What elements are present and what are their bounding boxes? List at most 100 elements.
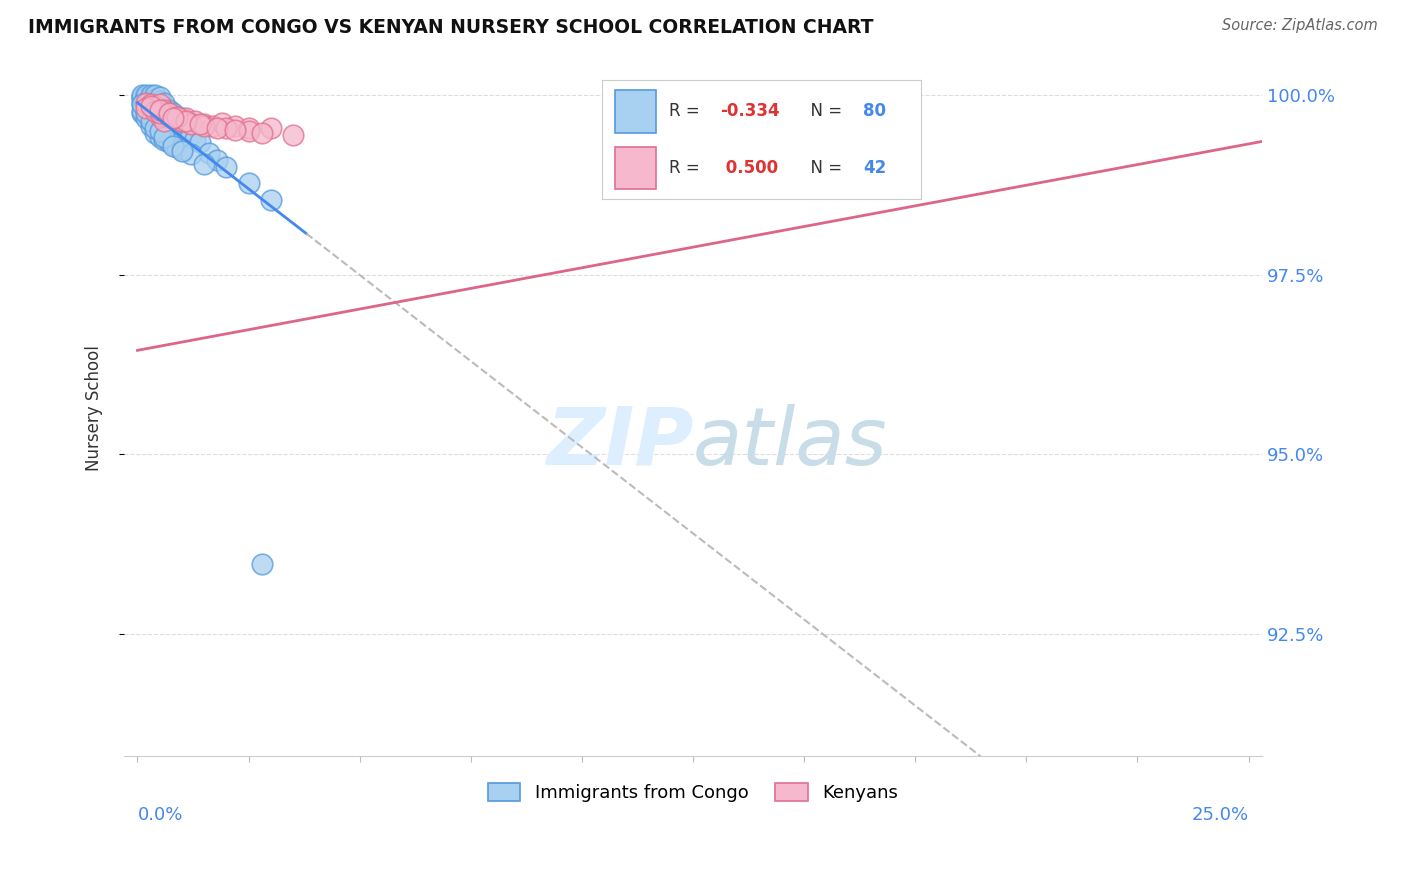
Point [157,109,180,123]
Point [260,120,283,135]
Point [135,90,157,104]
Point [139,104,162,119]
Point [153,106,176,120]
Y-axis label: Nursery School: Nursery School [86,345,103,471]
Point [149,103,172,117]
Point [157,103,180,117]
Point [162,117,184,131]
Point [202,119,225,133]
Point [224,119,246,133]
Point [143,99,166,113]
Point [157,106,180,120]
Point [131,104,153,119]
Point [135,112,157,126]
Point [157,106,180,120]
Point [149,130,172,145]
Point [170,119,193,133]
Text: Source: ZipAtlas.com: Source: ZipAtlas.com [1222,18,1378,33]
Point [238,176,260,190]
Point [149,94,172,108]
Point [260,193,283,207]
Point [139,119,162,133]
Point [149,90,172,104]
Point [143,99,166,113]
Point [139,99,162,113]
Point [143,126,166,140]
Point [149,109,172,123]
Point [135,99,157,113]
Point [143,92,166,106]
Point [149,110,172,124]
Point [193,119,215,133]
Point [166,116,188,130]
Point [143,112,166,126]
Point [170,142,193,156]
Point [184,131,207,145]
Point [153,133,176,147]
Point [157,135,180,149]
Point [131,88,153,103]
Point [131,92,153,106]
Point [224,123,246,137]
Point [166,140,188,154]
Point [139,113,162,128]
Point [281,128,304,142]
Point [149,124,172,138]
Point [166,112,188,126]
Text: ZIP: ZIP [546,403,693,482]
Point [207,153,229,167]
Point [211,116,233,130]
Point [131,97,153,112]
Point [143,88,166,103]
Point [197,145,219,160]
Point [139,90,162,104]
Point [149,97,172,112]
Point [238,120,260,135]
Point [139,92,162,106]
Text: 25.0%: 25.0% [1191,806,1249,824]
Point [162,137,184,152]
Point [188,117,211,131]
Point [162,112,184,126]
Point [139,97,162,112]
Point [170,113,193,128]
Point [162,106,184,120]
Point [184,113,207,128]
Point [143,95,166,110]
Point [180,116,202,130]
Point [143,102,166,116]
Point [250,126,273,140]
Point [135,97,157,112]
Point [162,110,184,124]
Point [193,117,215,131]
Point [153,103,176,117]
Point [135,102,157,116]
Point [143,112,166,126]
Point [157,113,180,128]
Point [143,120,166,135]
Point [143,104,166,119]
Point [170,145,193,159]
Point [215,161,238,175]
Point [176,112,198,126]
Point [135,95,157,110]
Point [149,99,172,113]
Point [149,117,172,131]
Point [162,112,184,126]
Point [157,109,180,123]
Point [153,120,176,135]
Point [135,106,157,120]
Point [139,97,162,112]
Point [215,120,238,135]
Point [170,113,193,128]
Point [166,110,188,124]
Point [238,124,260,138]
Point [166,110,188,124]
Point [139,113,162,128]
Point [162,138,184,153]
Point [149,116,172,130]
Point [180,128,202,142]
Point [207,120,229,135]
Point [143,106,166,120]
Text: IMMIGRANTS FROM CONGO VS KENYAN NURSERY SCHOOL CORRELATION CHART: IMMIGRANTS FROM CONGO VS KENYAN NURSERY … [28,18,873,37]
